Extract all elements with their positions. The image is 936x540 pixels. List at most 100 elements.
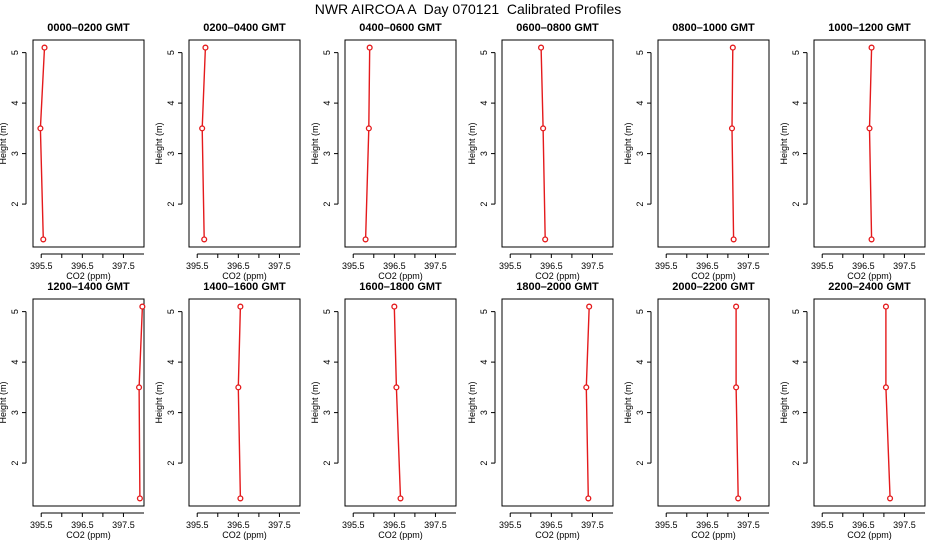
y-axis-label: Height (m) <box>154 381 164 423</box>
y-tick-label: 3 <box>635 410 645 415</box>
x-tick-label: 397.5 <box>112 261 135 271</box>
profile-point <box>538 44 545 51</box>
x-tick-label: 395.5 <box>499 261 522 271</box>
y-tick-label: 3 <box>479 151 489 156</box>
x-axis-label: CO2 (ppm) <box>847 271 892 281</box>
x-axis-label: CO2 (ppm) <box>222 271 267 281</box>
plot-frame <box>813 298 926 507</box>
profile-line <box>201 47 207 240</box>
profile-point <box>237 303 244 310</box>
y-tick-label: 4 <box>479 101 489 106</box>
plot-frame <box>344 298 457 507</box>
y-tick-label: 4 <box>166 101 176 106</box>
profile-point <box>136 495 143 502</box>
y-axis-label: Height (m) <box>0 381 8 423</box>
profile-point <box>365 125 372 132</box>
y-tick-label: 5 <box>10 50 20 55</box>
plot-frame <box>657 39 770 248</box>
profile-line <box>138 306 144 499</box>
profile-point <box>735 495 742 502</box>
x-axis-label: CO2 (ppm) <box>535 271 580 281</box>
x-axis-label: CO2 (ppm) <box>222 530 267 540</box>
panel-title: 1600–1800 GMT <box>359 281 442 293</box>
y-tick-label: 2 <box>791 461 801 466</box>
y-tick-label: 3 <box>322 151 332 156</box>
profile-point <box>37 125 44 132</box>
x-tick-label: 397.5 <box>737 261 760 271</box>
plot-frame <box>344 39 457 248</box>
x-tick-label: 396.5 <box>852 261 875 271</box>
y-tick-label: 3 <box>10 151 20 156</box>
y-tick-label: 3 <box>635 151 645 156</box>
x-tick-label: 395.5 <box>186 520 209 530</box>
y-tick-label: 4 <box>10 101 20 106</box>
panel-title: 0000–0200 GMT <box>47 22 130 34</box>
profile-line <box>540 47 546 240</box>
y-tick-label: 2 <box>10 461 20 466</box>
profile-point <box>391 303 398 310</box>
x-tick-label: 395.5 <box>30 261 53 271</box>
x-tick-label: 395.5 <box>811 520 834 530</box>
x-axis-label: CO2 (ppm) <box>378 530 423 540</box>
x-tick-label: 395.5 <box>655 520 678 530</box>
x-tick-label: 396.5 <box>852 520 875 530</box>
profile-point <box>397 495 404 502</box>
panel-title: 0200–0400 GMT <box>203 22 286 34</box>
x-tick-label: 397.5 <box>268 520 291 530</box>
y-tick-label: 4 <box>322 101 332 106</box>
x-tick-label: 395.5 <box>30 520 53 530</box>
profile-line <box>39 47 46 240</box>
profile-line <box>364 47 371 240</box>
profile-line <box>237 306 242 499</box>
y-tick-label: 5 <box>10 309 20 314</box>
x-tick-label: 396.5 <box>696 261 719 271</box>
x-tick-label: 396.5 <box>227 261 250 271</box>
y-tick-label: 2 <box>166 461 176 466</box>
profile-line <box>735 306 739 499</box>
profile-line <box>585 306 590 499</box>
panel-title: 1200–1400 GMT <box>47 281 130 293</box>
y-tick-label: 2 <box>791 202 801 207</box>
profile-point <box>139 303 146 310</box>
y-axis-label: Height (m) <box>310 122 320 164</box>
plot-frame <box>188 39 301 248</box>
y-tick-label: 5 <box>479 50 489 55</box>
x-tick-label: 396.5 <box>696 520 719 530</box>
y-tick-label: 3 <box>479 410 489 415</box>
plot-frame <box>32 298 145 507</box>
profile-point <box>362 236 369 243</box>
y-tick-label: 2 <box>635 461 645 466</box>
profile-point <box>733 303 740 310</box>
x-tick-label: 395.5 <box>499 520 522 530</box>
y-axis-label: Height (m) <box>623 122 633 164</box>
y-tick-label: 2 <box>635 202 645 207</box>
profile-line <box>885 306 891 499</box>
x-tick-label: 395.5 <box>655 261 678 271</box>
x-axis-label: CO2 (ppm) <box>847 530 892 540</box>
y-axis-label: Height (m) <box>467 381 477 423</box>
y-tick-label: 2 <box>10 202 20 207</box>
panel-title: 0400–0600 GMT <box>359 22 442 34</box>
profile-point <box>202 44 209 51</box>
profile-point <box>237 495 244 502</box>
y-axis-label: Height (m) <box>0 122 8 164</box>
y-tick-label: 3 <box>166 410 176 415</box>
y-tick-label: 5 <box>322 50 332 55</box>
y-tick-label: 4 <box>791 101 801 106</box>
panel-title: 2200–2400 GMT <box>828 281 911 293</box>
y-tick-label: 4 <box>791 360 801 365</box>
x-tick-label: 396.5 <box>540 520 563 530</box>
x-tick-label: 397.5 <box>424 261 447 271</box>
x-axis-label: CO2 (ppm) <box>66 271 111 281</box>
x-tick-label: 395.5 <box>811 261 834 271</box>
x-axis-label: CO2 (ppm) <box>66 530 111 540</box>
x-tick-label: 397.5 <box>581 261 604 271</box>
y-axis-label: Height (m) <box>779 122 789 164</box>
y-axis-label: Height (m) <box>779 381 789 423</box>
